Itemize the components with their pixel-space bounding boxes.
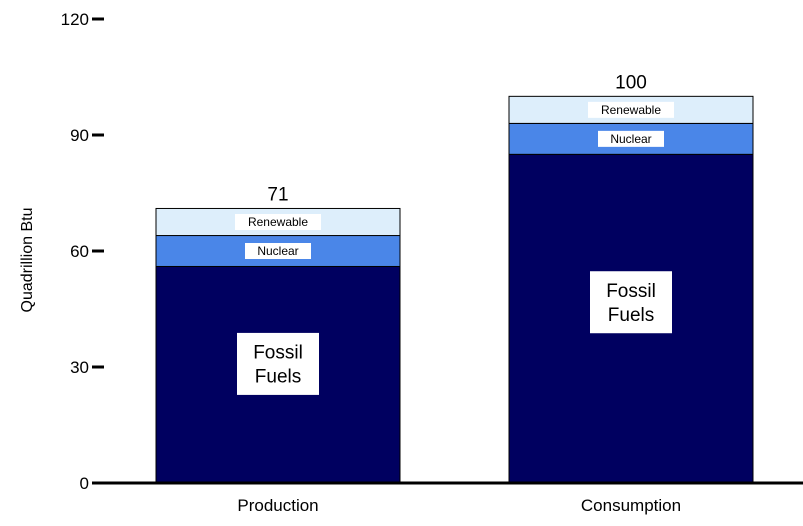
bar-consumption-renewable [508,95,754,124]
bar-production-nuclear-label-box [245,243,311,259]
y-tick-label: 60 [70,242,89,261]
bars-layer: Fossil Fuels Nuclear Renewable 71 Fossil Fuels… [155,72,754,484]
bar-production-fossil-fuels-label-box [237,332,319,395]
bar-consumption-nuclear-label: Nuclear [610,132,651,146]
axis-layer: 0 30 60 90 120 Production Consumption [61,10,803,515]
bar-production-renewable-label: Renewable [248,215,308,229]
x-category-label: Consumption [581,496,681,515]
bar-production-nuclear-label: Nuclear [257,244,298,258]
y-tick-label: 120 [61,10,89,29]
y-tick-label: 90 [70,126,89,145]
bar-consumption-fossil-fuels-label: Fuels [608,305,654,326]
bar-total-label: 71 [267,184,288,205]
bar-production-fossil-fuels-label: Fossil [253,343,303,364]
y-axis-label: Quadrillion Btu [19,208,36,313]
bar-consumption-renewable-label-box [588,101,674,118]
bar-consumption-fossil-fuels-label: Fossil [606,281,656,302]
bar-production-fossil-fuels-label: Fuels [255,367,301,388]
bar-consumption-renewable-label: Renewable [601,103,661,117]
x-category-label: Production [237,496,318,515]
bar-total-label: 100 [615,72,647,93]
bar-production-renewable-label-box [235,214,321,230]
y-tick-label: 0 [80,474,89,493]
bar-consumption-nuclear-label-box [598,130,664,147]
bar-consumption-fossil-fuels-label-box [590,271,672,334]
y-tick-label: 30 [70,358,89,377]
